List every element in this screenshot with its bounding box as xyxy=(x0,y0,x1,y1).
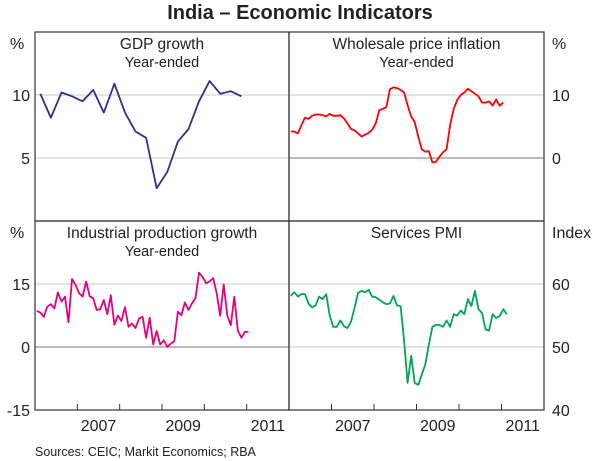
panel-subtitle: Year-ended xyxy=(125,244,199,260)
x-tick-label: 2009 xyxy=(165,418,201,435)
y-tick-label: 40 xyxy=(552,403,570,420)
panel-industrial-production-growth: 15 0 -15% Industrial production growth Year-… xyxy=(7,220,290,435)
y-tick-label: 15 xyxy=(12,277,30,294)
panel-subtitle: Year-ended xyxy=(379,55,453,71)
x-tick-label: 2009 xyxy=(420,418,456,435)
y-axis-unit: Index xyxy=(552,225,591,242)
panel-title: Industrial production growth xyxy=(67,225,257,242)
y-tick-label: 60 xyxy=(552,277,570,294)
y-axis-unit: % xyxy=(552,36,566,53)
panel-title: GDP growth xyxy=(120,36,204,53)
y-tick-label: 5 xyxy=(21,151,30,168)
y-tick-label: 0 xyxy=(21,340,30,357)
x-tick-label: 2011 xyxy=(506,418,541,435)
x-tick-label: 2007 xyxy=(81,418,117,435)
x-tick-label: 2011 xyxy=(251,418,286,435)
panel-frame xyxy=(288,220,545,411)
y-axis-unit: % xyxy=(10,225,24,242)
panel-wholesale-price-inflation: 10 0% Wholesale price inflation Year-ended xyxy=(288,31,570,222)
panel-services-pmi: 60 50 40 Index Services PMI 2007 2009 2011 xyxy=(288,220,591,435)
panel-subtitle: Year-ended xyxy=(125,55,199,71)
y-tick-label: 10 xyxy=(552,88,570,105)
y-tick-label: 10 xyxy=(12,88,30,105)
y-axis-unit: % xyxy=(10,36,24,53)
y-tick-label: -15 xyxy=(7,403,30,420)
source-note: Sources: CEIC; Markit Economics; RBA xyxy=(35,445,257,459)
y-tick-label: 0 xyxy=(552,151,561,168)
chart-title: India – Economic Indicators xyxy=(167,2,433,24)
panel-gdp-growth: 10 5% GDP growth Year-ended xyxy=(10,31,290,222)
series-line-services-pmi xyxy=(290,288,508,386)
y-tick-label: 50 xyxy=(552,340,570,357)
series-line-gdp-growth xyxy=(39,80,242,190)
panel-title: Wholesale price inflation xyxy=(332,36,500,53)
x-tick-label: 2007 xyxy=(335,418,371,435)
series-line-industrial-production-growth xyxy=(36,271,249,348)
panel-title: Services PMI xyxy=(371,225,462,242)
series-line-wholesale-price-inflation xyxy=(290,86,504,164)
